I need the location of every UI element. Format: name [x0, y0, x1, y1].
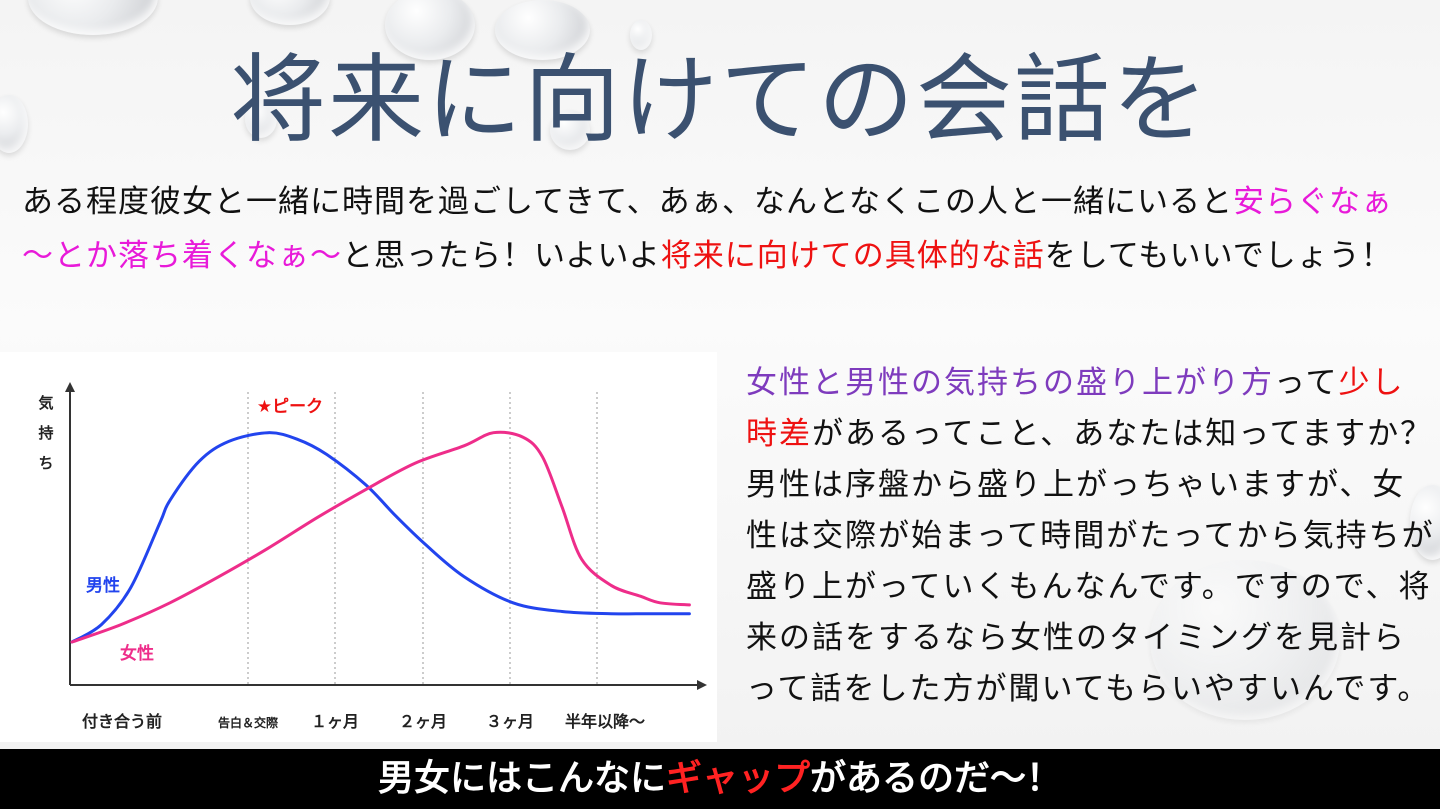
x-tick-label: ２ヶ月	[399, 712, 447, 731]
intro-highlight-feeling: 安らぐなぁ～とか落ち着くなぁ～	[22, 184, 1394, 274]
intro-text: をしてもいいでしょう！	[1044, 238, 1393, 274]
water-drop	[550, 110, 590, 150]
water-drop	[245, 100, 277, 138]
water-drop	[630, 20, 652, 50]
y-axis-arrow	[65, 382, 75, 392]
y-axis-label: 気	[38, 394, 53, 412]
water-drop	[1150, 560, 1340, 720]
male-series-label: 男性	[86, 575, 120, 596]
explanation-text: って	[1274, 365, 1339, 401]
intro-text: ある程度彼女と一緒に時間を過ごしてきて、あぁ、なんとなくこの人と一緒にいると	[22, 184, 1234, 220]
y-axis-label: 持	[38, 424, 53, 442]
feelings-chart: 気持ち付き合う前 告白＆交際 １ヶ月 ２ヶ月 ３ヶ月 半年以降～ ★ピーク男性女性	[0, 352, 717, 742]
intro-highlight-future: 将来に向けての具体的な話	[660, 238, 1045, 274]
y-axis-label: ち	[38, 454, 53, 472]
water-drop	[495, 0, 590, 60]
page-title: 将来に向けての会話を	[230, 44, 1210, 156]
summary-banner: 男女にはこんなにギャップがあるのだ～！	[0, 749, 1440, 809]
x-tick-label: １ヶ月	[311, 712, 359, 731]
summary-text: 男女にはこんなに	[377, 758, 666, 799]
intro-text: と思ったら！いよいよ	[342, 238, 661, 274]
explanation-text: があるってこと、あなたは知ってますか？男性は序盤から盛り上がっちゃいますが、女性…	[746, 416, 1435, 707]
peak-annotation: ★ピーク	[257, 397, 323, 417]
x-tick-label: ３ヶ月	[486, 712, 534, 731]
intro-paragraph: ある程度彼女と一緒に時間を過ごしてきて、あぁ、なんとなくこの人と一緒にいると安ら…	[22, 175, 1422, 283]
x-tick-label: 半年以降～	[565, 712, 645, 731]
female-series-label: 女性	[120, 643, 154, 664]
summary-highlight-gap: ギャップ	[665, 758, 810, 799]
water-drop	[1410, 485, 1440, 560]
explanation-highlight-time-lag: 少し時差	[746, 365, 1405, 452]
summary-text: があるのだ～！	[810, 758, 1063, 799]
explanation-paragraph: 女性と男性の気持ちの盛り上がり方って少し時差があるってこと、あなたは知ってますか…	[746, 358, 1436, 715]
explanation-highlight-feelings: 女性と男性の気持ちの盛り上がり方	[746, 365, 1274, 401]
male-feelings-line	[70, 431, 691, 644]
water-drop	[385, 0, 475, 60]
female-feelings-line	[70, 430, 691, 644]
x-tick-label: 付き合う前	[82, 712, 162, 731]
x-axis-arrow	[697, 680, 707, 690]
x-tick-label: 告白＆交際	[218, 715, 279, 730]
